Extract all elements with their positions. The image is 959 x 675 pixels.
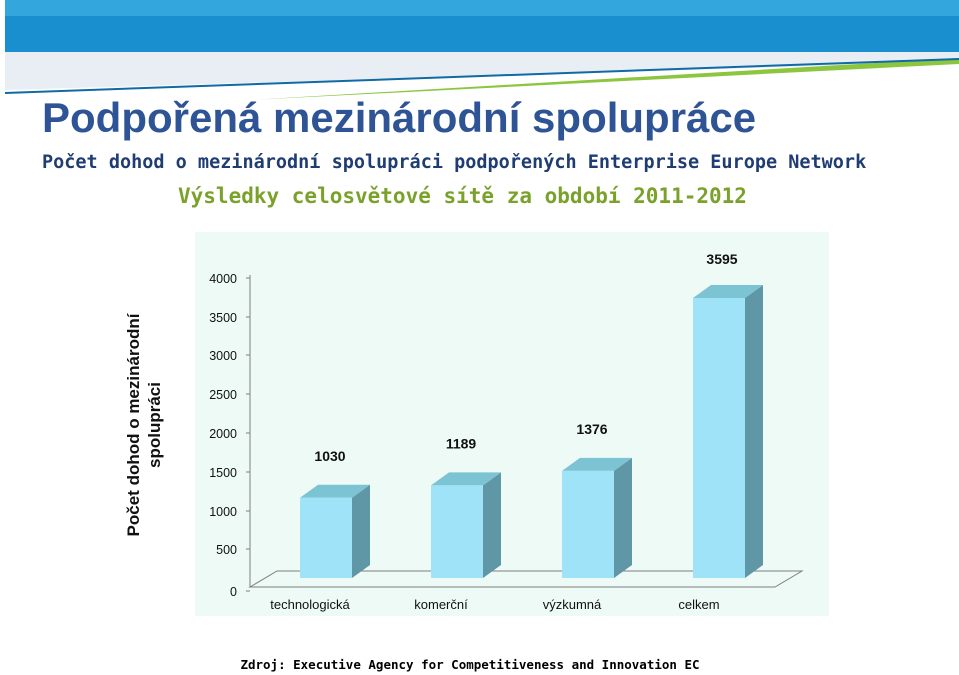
chart-axes — [246, 275, 804, 592]
x-tick-label: celkem — [678, 597, 719, 612]
bar — [431, 485, 483, 578]
bar — [300, 497, 352, 578]
bar-top — [562, 457, 632, 471]
data-label: 1189 — [446, 435, 477, 451]
y-tick-label: 3500 — [209, 311, 237, 325]
chart-subtitle: Počet dohod o mezinárodní spolupráci pod… — [42, 152, 867, 173]
bar-top — [300, 484, 370, 498]
y-tick-labels: 0 500 1000 1500 2000 2500 3000 3500 4000 — [209, 272, 237, 599]
y-tick-label: 4000 — [209, 272, 237, 286]
x-tick-label: technologická — [270, 597, 350, 612]
header-banner — [5, 0, 959, 100]
y-tick-label: 500 — [216, 543, 237, 557]
chart-subtitle-period: Výsledky celosvětové sítě za období 2011… — [178, 184, 747, 208]
y-axis-label: Počet dohod o mezinárodní spolupráci — [124, 313, 164, 537]
x-tick-label: komerční — [414, 597, 468, 612]
source-note: Zdroj: Executive Agency for Competitiven… — [240, 657, 700, 672]
bar — [693, 298, 745, 578]
y-tick-label: 3000 — [209, 349, 237, 363]
y-tick-label: 2000 — [209, 427, 237, 441]
y-tick-label: 2500 — [209, 388, 237, 402]
bar-side — [614, 457, 632, 578]
y-tick-label: 1500 — [209, 466, 237, 480]
bar-side — [745, 285, 763, 578]
y-tick-label: 0 — [230, 585, 237, 599]
bar-side — [352, 484, 370, 578]
y-tick-label: 1000 — [209, 505, 237, 519]
bar-side — [483, 472, 501, 578]
data-labels: 1030 1189 1376 3595 — [314, 251, 737, 464]
data-label: 3595 — [706, 251, 737, 267]
x-tick-labels: technologická komerční výzkumná celkem — [270, 597, 719, 612]
bar — [562, 470, 614, 578]
data-label: 1030 — [314, 448, 345, 464]
data-label: 1376 — [576, 421, 607, 437]
x-tick-label: výzkumná — [543, 597, 602, 612]
bars — [300, 285, 763, 578]
chart-floor — [248, 570, 804, 588]
bar-top — [431, 472, 501, 486]
bar-top — [693, 285, 763, 298]
page-title: Podpořená mezinárodní spolupráce — [42, 94, 757, 141]
